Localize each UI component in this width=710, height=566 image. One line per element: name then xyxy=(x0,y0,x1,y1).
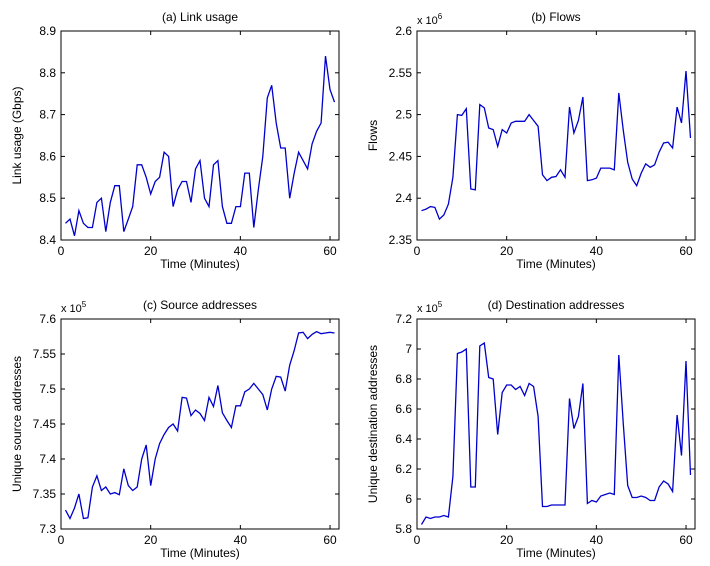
y-tick-label: 2.6 xyxy=(395,24,412,38)
x-tick-label: 40 xyxy=(590,244,604,258)
y-tick-label: 7 xyxy=(405,342,412,356)
y-tick-label: 7.35 xyxy=(33,487,57,501)
x-tick-label: 40 xyxy=(590,533,604,547)
plot-frame xyxy=(416,30,696,241)
y-axis-label: Unique destination addresses xyxy=(366,345,380,503)
axis-multiplier: x 106 xyxy=(417,12,443,27)
y-tick-label: 7.5 xyxy=(39,382,56,396)
y-tick-label: 8.4 xyxy=(39,233,56,247)
y-tick-label: 8.7 xyxy=(39,108,56,122)
chart-title: (b) Flows xyxy=(531,10,580,24)
x-tick-label: 60 xyxy=(679,244,693,258)
axis-multiplier-base: x 10 xyxy=(61,303,82,315)
y-tick-label: 6.2 xyxy=(395,462,412,476)
y-tick-label: 7.55 xyxy=(33,347,57,361)
y-axis-label: Link usage (Gbps) xyxy=(10,86,24,184)
series-line xyxy=(65,56,336,236)
axis-multiplier-base: x 10 xyxy=(417,15,438,27)
y-tick-label: 2.5 xyxy=(395,108,412,122)
x-tick-label: 0 xyxy=(58,244,65,258)
y-tick-label: 7.6 xyxy=(39,312,56,326)
series-line xyxy=(420,341,692,525)
chart-panel-2: 0 20 40 60 2.35 2.4 2.45 2.5 2.55 2.6 (b) Flows Tim… xyxy=(366,10,696,271)
y-tick-label: 7.45 xyxy=(33,417,57,431)
x-tick-label: 20 xyxy=(144,533,158,547)
chart-title: (d) Destination addresses xyxy=(488,298,625,312)
plot-frame xyxy=(416,318,696,530)
axis-multiplier-exponent: 5 xyxy=(438,300,443,309)
y-tick-label: 8.6 xyxy=(39,149,56,163)
plot-frame xyxy=(60,318,340,530)
x-tick-label: 20 xyxy=(500,533,514,547)
y-tick-label: 8.8 xyxy=(39,66,56,80)
axis-multiplier: x 105 xyxy=(61,300,87,315)
series-line xyxy=(421,71,692,221)
x-tick-label: 40 xyxy=(234,244,248,258)
y-tick-label: 8.9 xyxy=(39,24,56,38)
x-tick-label: 20 xyxy=(500,244,514,258)
y-tick-label: 8.5 xyxy=(39,191,56,205)
plot-frame xyxy=(60,30,340,241)
chart-title: (a) Link usage xyxy=(162,10,238,24)
y-tick-label: 6.8 xyxy=(395,372,412,386)
chart-panel-4: 0 20 40 60 5.8 6 6.2 6.4 6.6 6.8 7 7.2 (d) Destinati… xyxy=(366,298,696,560)
x-tick-label: 0 xyxy=(58,533,65,547)
y-tick-label: 2.45 xyxy=(389,149,413,163)
y-tick-label: 2.4 xyxy=(395,191,412,205)
axis-multiplier-exponent: 5 xyxy=(82,300,87,309)
y-tick-label: 6.4 xyxy=(395,432,412,446)
x-axis-label: Time (Minutes) xyxy=(516,257,596,271)
x-tick-label: 0 xyxy=(414,533,421,547)
x-tick-label: 60 xyxy=(323,533,337,547)
x-tick-label: 20 xyxy=(144,244,158,258)
chart-panel-1: 0 20 40 60 8.4 8.5 8.6 8.7 8.8 8.9 (a) Link usage T… xyxy=(10,10,340,271)
x-tick-label: 40 xyxy=(234,533,248,547)
axis-multiplier-base: x 10 xyxy=(417,303,438,315)
y-axis-label: Flows xyxy=(366,120,380,151)
axis-multiplier: x 105 xyxy=(417,300,443,315)
x-tick-label: 60 xyxy=(679,533,693,547)
y-tick-label: 7.3 xyxy=(39,522,56,536)
series-line xyxy=(64,330,335,520)
y-tick-label: 7.2 xyxy=(395,312,412,326)
x-tick-label: 0 xyxy=(414,244,421,258)
axis-multiplier-exponent: 6 xyxy=(438,12,443,21)
x-axis-label: Time (Minutes) xyxy=(160,546,240,560)
y-tick-label: 5.8 xyxy=(395,522,412,536)
y-tick-label: 6 xyxy=(405,492,412,506)
y-tick-label: 2.55 xyxy=(389,66,413,80)
chart-panel-3: 0 20 40 60 7.3 7.35 7.4 7.45 7.5 7.55 7.6 (c) Sourc… xyxy=(10,298,340,560)
y-tick-label: 7.4 xyxy=(39,452,56,466)
y-tick-label: 6.6 xyxy=(395,402,412,416)
y-axis-label: Unique source addresses xyxy=(10,356,24,492)
chart-title: (c) Source addresses xyxy=(143,298,257,312)
x-tick-label: 60 xyxy=(323,244,337,258)
x-axis-label: Time (Minutes) xyxy=(516,546,596,560)
y-tick-label: 2.35 xyxy=(389,233,413,247)
x-axis-label: Time (Minutes) xyxy=(160,257,240,271)
